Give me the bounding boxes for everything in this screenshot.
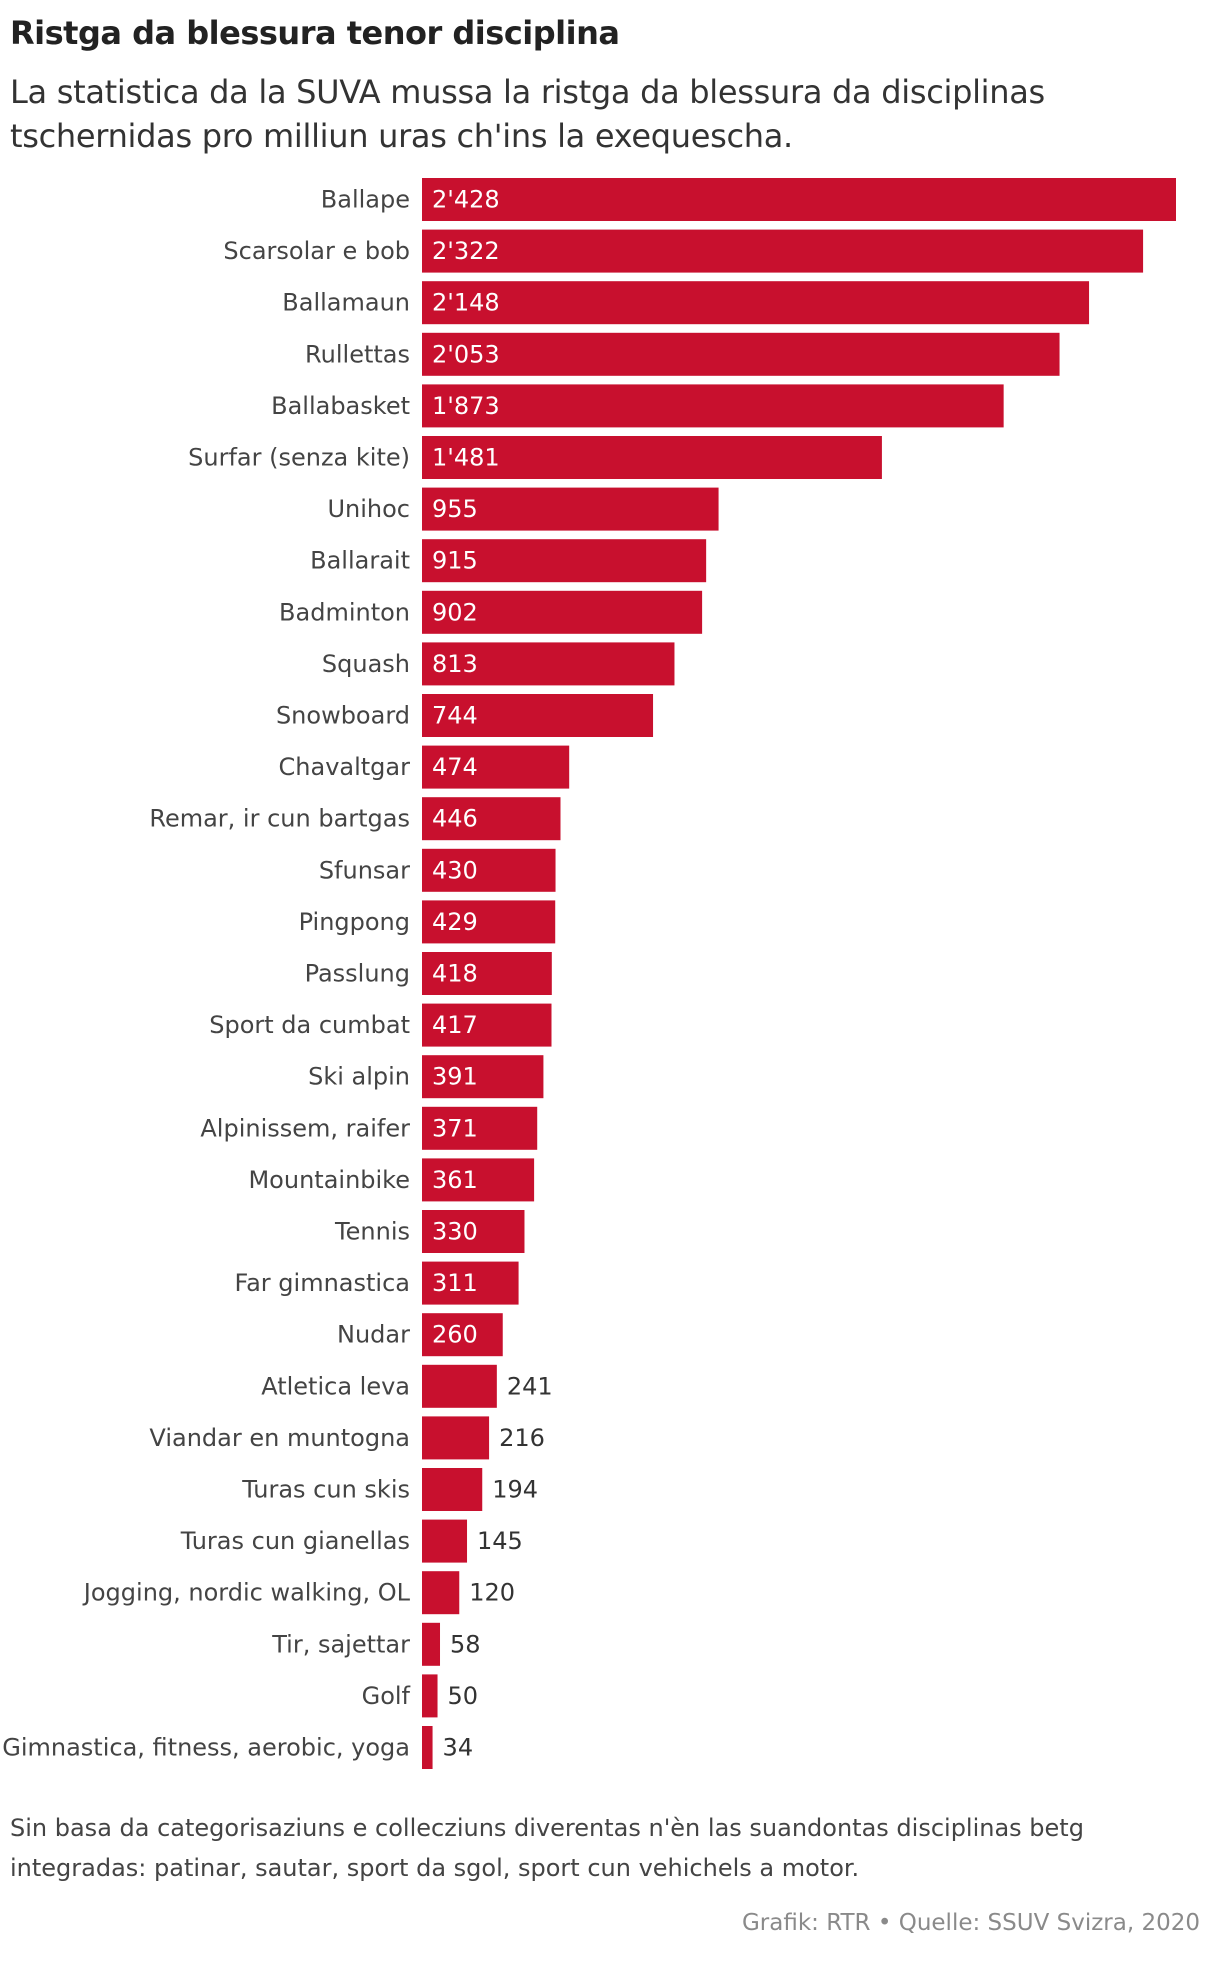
- value-label: 417: [432, 1011, 478, 1039]
- bar: [422, 384, 1004, 428]
- value-label: 371: [432, 1114, 478, 1142]
- category-label: Rullettas: [305, 340, 410, 368]
- bar: [422, 848, 556, 892]
- source-credit: Grafik: RTR • Quelle: SSUV Svizra, 2020: [741, 1910, 1200, 1936]
- category-label: Badminton: [279, 598, 410, 626]
- category-label: Viandar en muntogna: [149, 1424, 410, 1452]
- bar: [422, 1313, 503, 1357]
- bar: [422, 745, 570, 789]
- bar: [422, 281, 1090, 325]
- bar: [422, 1416, 490, 1460]
- value-label: 955: [432, 495, 478, 523]
- bar: [422, 1003, 552, 1047]
- category-label: Gimnastica, fitness, aerobic, yoga: [2, 1734, 410, 1762]
- value-label: 311: [432, 1269, 478, 1297]
- category-label: Ballarait: [310, 547, 410, 575]
- value-label: 216: [499, 1424, 545, 1452]
- category-label: Ballamaun: [282, 289, 410, 317]
- bar: [422, 1519, 468, 1563]
- bar: [422, 1055, 544, 1099]
- bar: [422, 900, 556, 944]
- value-label: 391: [432, 1063, 478, 1091]
- category-label: Sport da cumbat: [209, 1011, 410, 1039]
- category-label: Remar, ir cun bartgas: [149, 805, 410, 833]
- value-label: 418: [432, 960, 478, 988]
- footnote: Sin basa da categorisaziuns e collecziun…: [10, 1814, 1084, 1882]
- category-label: Tir, sajettar: [271, 1630, 410, 1658]
- bar: [422, 1674, 438, 1718]
- bar: [422, 1158, 535, 1202]
- bar: [422, 952, 552, 995]
- value-label: 330: [432, 1218, 478, 1246]
- category-label: Squash: [322, 650, 410, 678]
- category-label: Jogging, nordic walking, OL: [82, 1579, 411, 1607]
- category-label: Ballape: [321, 186, 410, 214]
- value-label: 2'428: [432, 186, 500, 214]
- value-label: 120: [469, 1579, 515, 1607]
- bar: [422, 229, 1144, 273]
- category-label: Scarsolar e bob: [223, 237, 410, 265]
- category-label: Sfunsar: [319, 856, 410, 884]
- value-label: 50: [448, 1682, 479, 1710]
- category-label: Turas cun skis: [241, 1476, 410, 1504]
- bar: [422, 1468, 483, 1511]
- value-label: 2'322: [432, 237, 500, 265]
- bar: [422, 539, 707, 583]
- bar: [422, 1571, 460, 1615]
- bar: [422, 1364, 497, 1408]
- category-label: Alpinissem, raifer: [200, 1114, 410, 1142]
- value-label: 429: [432, 908, 478, 936]
- bar: [422, 797, 561, 841]
- value-label: 145: [477, 1527, 523, 1555]
- bar: [422, 1726, 433, 1769]
- value-label: 1'481: [432, 444, 500, 472]
- value-label: 2'053: [432, 340, 500, 368]
- category-label: Nudar: [337, 1321, 410, 1349]
- bar: [422, 1261, 519, 1305]
- bar: [422, 1210, 525, 1253]
- value-label: 813: [432, 650, 478, 678]
- bar: [422, 487, 719, 531]
- category-label: Unihoc: [327, 495, 410, 523]
- value-label: 1'873: [432, 392, 500, 420]
- value-label: 430: [432, 856, 478, 884]
- value-label: 194: [492, 1476, 538, 1504]
- chart-subtitle: La statistica da la SUVA mussa la ristga…: [10, 73, 1045, 155]
- category-label: Mountainbike: [248, 1166, 410, 1194]
- value-label: 34: [443, 1734, 474, 1762]
- bar: [422, 1106, 538, 1150]
- value-label: 744: [432, 702, 478, 730]
- category-label: Far gimnastica: [235, 1269, 411, 1297]
- value-label: 474: [432, 753, 478, 781]
- value-label: 361: [432, 1166, 478, 1194]
- category-label: Tennis: [334, 1218, 410, 1246]
- value-label: 915: [432, 547, 478, 575]
- category-label: Snowboard: [276, 702, 410, 730]
- bar: [422, 332, 1060, 376]
- category-label: Surfar (senza kite): [188, 444, 410, 472]
- bar: [422, 178, 1176, 221]
- category-label: Atletica leva: [261, 1372, 410, 1400]
- value-label: 260: [432, 1321, 478, 1349]
- category-label: Ski alpin: [308, 1063, 410, 1091]
- bar: [422, 590, 703, 634]
- value-label: 58: [450, 1630, 481, 1658]
- category-label: Pingpong: [299, 908, 410, 936]
- category-label: Golf: [362, 1682, 411, 1710]
- value-label: 241: [507, 1372, 553, 1400]
- bar: [422, 694, 654, 737]
- value-label: 2'148: [432, 289, 500, 317]
- bar: [422, 1622, 441, 1666]
- bar: [422, 642, 675, 686]
- bar-chart: Ballape 2'428 Scarsolar e bob 2'322 Ballamau…: [2, 178, 1176, 1769]
- category-label: Ballabasket: [271, 392, 410, 420]
- bar: [422, 436, 882, 479]
- category-label: Turas cun gianellas: [180, 1527, 410, 1555]
- value-label: 902: [432, 598, 478, 626]
- chart-title: Ristga da blessura tenor disciplina: [10, 14, 620, 52]
- category-label: Chavaltgar: [279, 753, 411, 781]
- category-label: Passlung: [305, 960, 410, 988]
- value-label: 446: [432, 805, 478, 833]
